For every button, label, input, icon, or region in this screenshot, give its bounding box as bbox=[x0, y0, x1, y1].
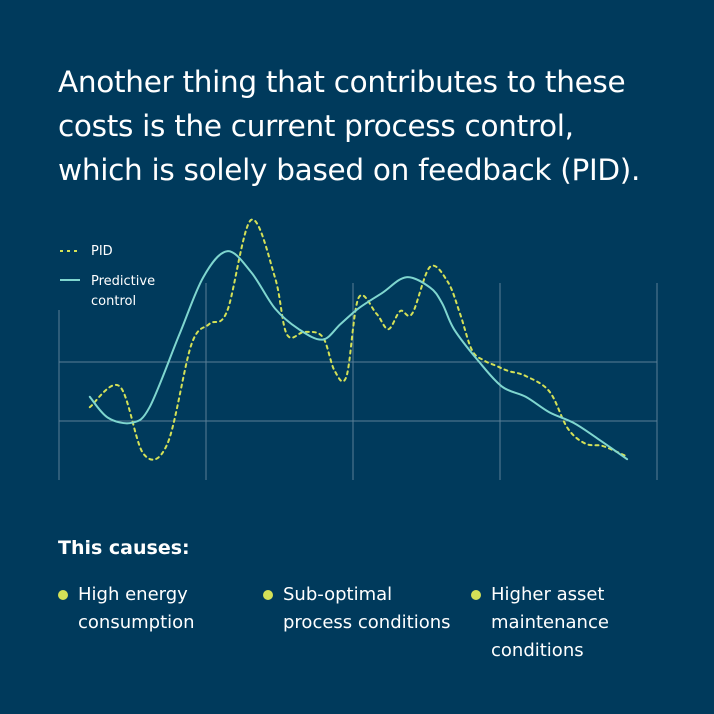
cause-1-line-2: consumption bbox=[78, 612, 195, 633]
cause-item-2: Sub-optimal process conditions bbox=[263, 581, 451, 637]
chart-legend: PID Predictive control bbox=[60, 244, 159, 309]
legend-label-predictive-line-2: control bbox=[91, 294, 136, 309]
cause-text-1: High energy consumption bbox=[78, 581, 195, 637]
cause-1-line-1: High energy bbox=[78, 584, 188, 605]
series-line-pid bbox=[88, 218, 629, 461]
headline-line-1: Another thing that contributes to these bbox=[58, 65, 626, 99]
chart-grid bbox=[58, 283, 658, 480]
headline-line-3: which is solely based on feedback (PID). bbox=[58, 153, 641, 187]
legend-label-predictive-line-1: Predictive bbox=[91, 274, 155, 289]
bullet-dot-icon bbox=[471, 590, 481, 600]
legend-label-predictive: Predictive control bbox=[91, 274, 159, 309]
causes-title: This causes: bbox=[58, 537, 190, 559]
series-line-predictive-control bbox=[88, 250, 629, 461]
cause-item-1: High energy consumption bbox=[58, 581, 195, 637]
line-chart: PID Predictive control bbox=[58, 218, 658, 480]
cause-3-line-1: Higher asset bbox=[491, 584, 605, 605]
cause-text-2: Sub-optimal process conditions bbox=[283, 581, 451, 637]
chart-series bbox=[88, 218, 629, 461]
cause-2-line-2: process conditions bbox=[283, 612, 451, 633]
cause-2-line-1: Sub-optimal bbox=[283, 584, 393, 605]
cause-3-line-3: conditions bbox=[491, 640, 584, 661]
cause-item-3: Higher asset maintenance conditions bbox=[471, 581, 609, 665]
headline-line-2: costs is the current process control, bbox=[58, 109, 574, 143]
bullet-dot-icon bbox=[58, 590, 68, 600]
bullet-dot-icon bbox=[263, 590, 273, 600]
cause-text-3: Higher asset maintenance conditions bbox=[491, 581, 609, 665]
legend-label-pid: PID bbox=[91, 244, 113, 259]
cause-3-line-2: maintenance bbox=[491, 612, 609, 633]
headline: Another thing that contributes to these … bbox=[58, 60, 678, 192]
